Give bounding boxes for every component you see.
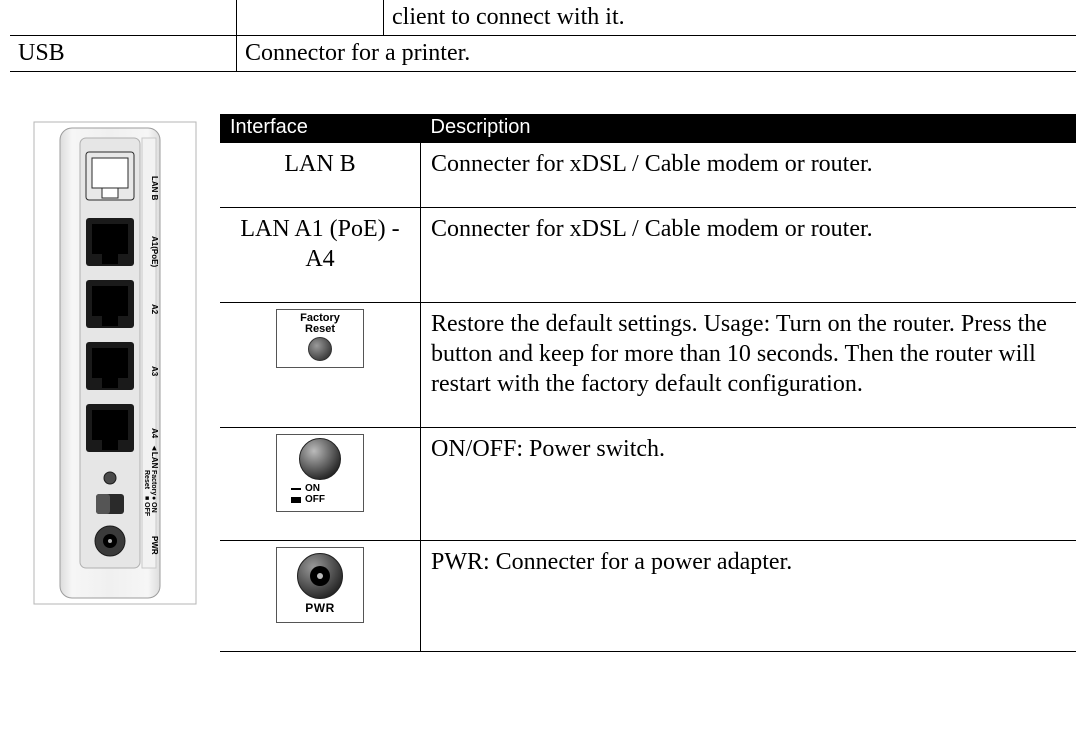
on-off-button-dot: [299, 438, 341, 480]
factory-reset-button-dot: [308, 337, 332, 361]
on-off-labels: ON OFF: [283, 483, 357, 505]
svg-text:Reset: Reset: [143, 470, 150, 490]
iface-cell-pwr: PWR: [220, 541, 421, 652]
device-image-column: LAN B A1(PoE) A2 A3 A4 ◄LAN Factory Rese…: [10, 114, 220, 652]
top-r1-c2: [237, 0, 384, 36]
iface-cell-lana: LAN A1 (PoE) - A4: [220, 208, 421, 303]
iface-cell-factory-reset: Factory Reset: [220, 303, 421, 428]
svg-text:A1(PoE): A1(PoE): [150, 236, 159, 267]
top-r1-c1: [10, 0, 237, 36]
interface-table: Interface Description LAN B Connecter fo…: [220, 114, 1076, 652]
iface-desc-onoff: ON/OFF: Power switch.: [421, 428, 1077, 541]
svg-text:PWR: PWR: [150, 536, 159, 555]
svg-text:A2: A2: [150, 304, 159, 315]
iface-row-factory-reset: Factory Reset Restore the default settin…: [220, 303, 1076, 428]
section-device-interfaces: LAN B A1(PoE) A2 A3 A4 ◄LAN Factory Rese…: [10, 114, 1076, 652]
top-partial-table: client to connect with it. USB Connector…: [10, 0, 1076, 72]
interface-table-column: Interface Description LAN B Connecter fo…: [220, 114, 1076, 652]
svg-text:■ OFF: ■ OFF: [143, 496, 150, 517]
iface-cell-onoff: ON OFF: [220, 428, 421, 541]
top-r2-c1: USB: [10, 36, 237, 72]
svg-text:Factory: Factory: [150, 470, 157, 495]
pwr-icon-label: PWR: [283, 601, 357, 616]
iface-row-pwr: PWR PWR: Connecter for a power adapter.: [220, 541, 1076, 652]
iface-desc-lanb: Connecter for xDSL / Cable modem or rout…: [421, 143, 1077, 208]
svg-text:LAN B: LAN B: [150, 176, 159, 201]
off-label: OFF: [305, 494, 325, 505]
iface-row-lana: LAN A1 (PoE) - A4 Connecter for xDSL / C…: [220, 208, 1076, 303]
top-row-usb: USB Connector for a printer.: [10, 36, 1076, 72]
svg-text:A4: A4: [150, 428, 159, 439]
iface-cell-lanb: LAN B: [220, 143, 421, 208]
iface-header-interface: Interface: [220, 114, 421, 143]
router-back-illustration: LAN B A1(PoE) A2 A3 A4 ◄LAN Factory Rese…: [30, 118, 200, 608]
iface-desc-factory-reset: Restore the default settings. Usage: Tur…: [421, 303, 1077, 428]
iface-header-row: Interface Description: [220, 114, 1076, 143]
top-r1-c3: client to connect with it.: [384, 0, 1077, 36]
svg-text:● ON: ● ON: [150, 496, 157, 513]
iface-row-onoff: ON OFF ON/OFF: Power switch.: [220, 428, 1076, 541]
iface-desc-pwr: PWR: Connecter for a power adapter.: [421, 541, 1077, 652]
on-off-switch-icon: ON OFF: [276, 434, 364, 512]
on-label: ON: [305, 483, 320, 494]
svg-text:◄LAN: ◄LAN: [150, 444, 159, 469]
top-row-client: client to connect with it.: [10, 0, 1076, 36]
svg-text:A3: A3: [150, 366, 159, 377]
factory-reset-icon-label: Factory Reset: [283, 313, 357, 335]
top-r2-c2: Connector for a printer.: [237, 36, 1077, 72]
iface-desc-lana: Connecter for xDSL / Cable modem or rout…: [421, 208, 1077, 303]
iface-row-lanb: LAN B Connecter for xDSL / Cable modem o…: [220, 143, 1076, 208]
iface-header-description: Description: [421, 114, 1077, 143]
pwr-jack-icon: PWR: [276, 547, 364, 623]
factory-reset-icon: Factory Reset: [276, 309, 364, 368]
